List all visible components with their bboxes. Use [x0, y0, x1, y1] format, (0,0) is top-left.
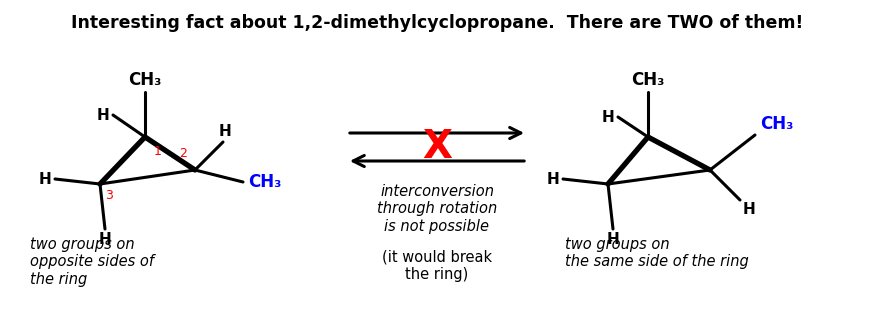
Text: H: H: [546, 172, 559, 187]
Text: Interesting fact about 1,2-dimethylcyclopropane.  There are TWO of them!: Interesting fact about 1,2-dimethylcyclo…: [71, 14, 803, 32]
Text: 2: 2: [179, 147, 187, 160]
Text: H: H: [218, 124, 232, 139]
Text: H: H: [99, 232, 111, 247]
Text: H: H: [601, 110, 614, 124]
Text: two groups on
the same side of the ring: two groups on the same side of the ring: [565, 237, 749, 269]
Text: 3: 3: [105, 189, 113, 202]
Text: H: H: [96, 108, 109, 123]
Text: H: H: [607, 232, 620, 247]
Text: CH₃: CH₃: [631, 71, 665, 89]
Text: 1: 1: [154, 145, 162, 158]
Text: CH₃: CH₃: [128, 71, 162, 89]
Text: H: H: [743, 202, 756, 217]
Text: (it would break
the ring): (it would break the ring): [382, 250, 492, 283]
Text: H: H: [38, 172, 51, 187]
Text: two groups on
opposite sides of
the ring: two groups on opposite sides of the ring: [30, 237, 154, 287]
Text: X: X: [422, 128, 452, 166]
Text: CH₃: CH₃: [248, 173, 281, 191]
Text: CH₃: CH₃: [760, 115, 794, 133]
Text: interconversion
through rotation
is not possible: interconversion through rotation is not …: [377, 184, 497, 234]
